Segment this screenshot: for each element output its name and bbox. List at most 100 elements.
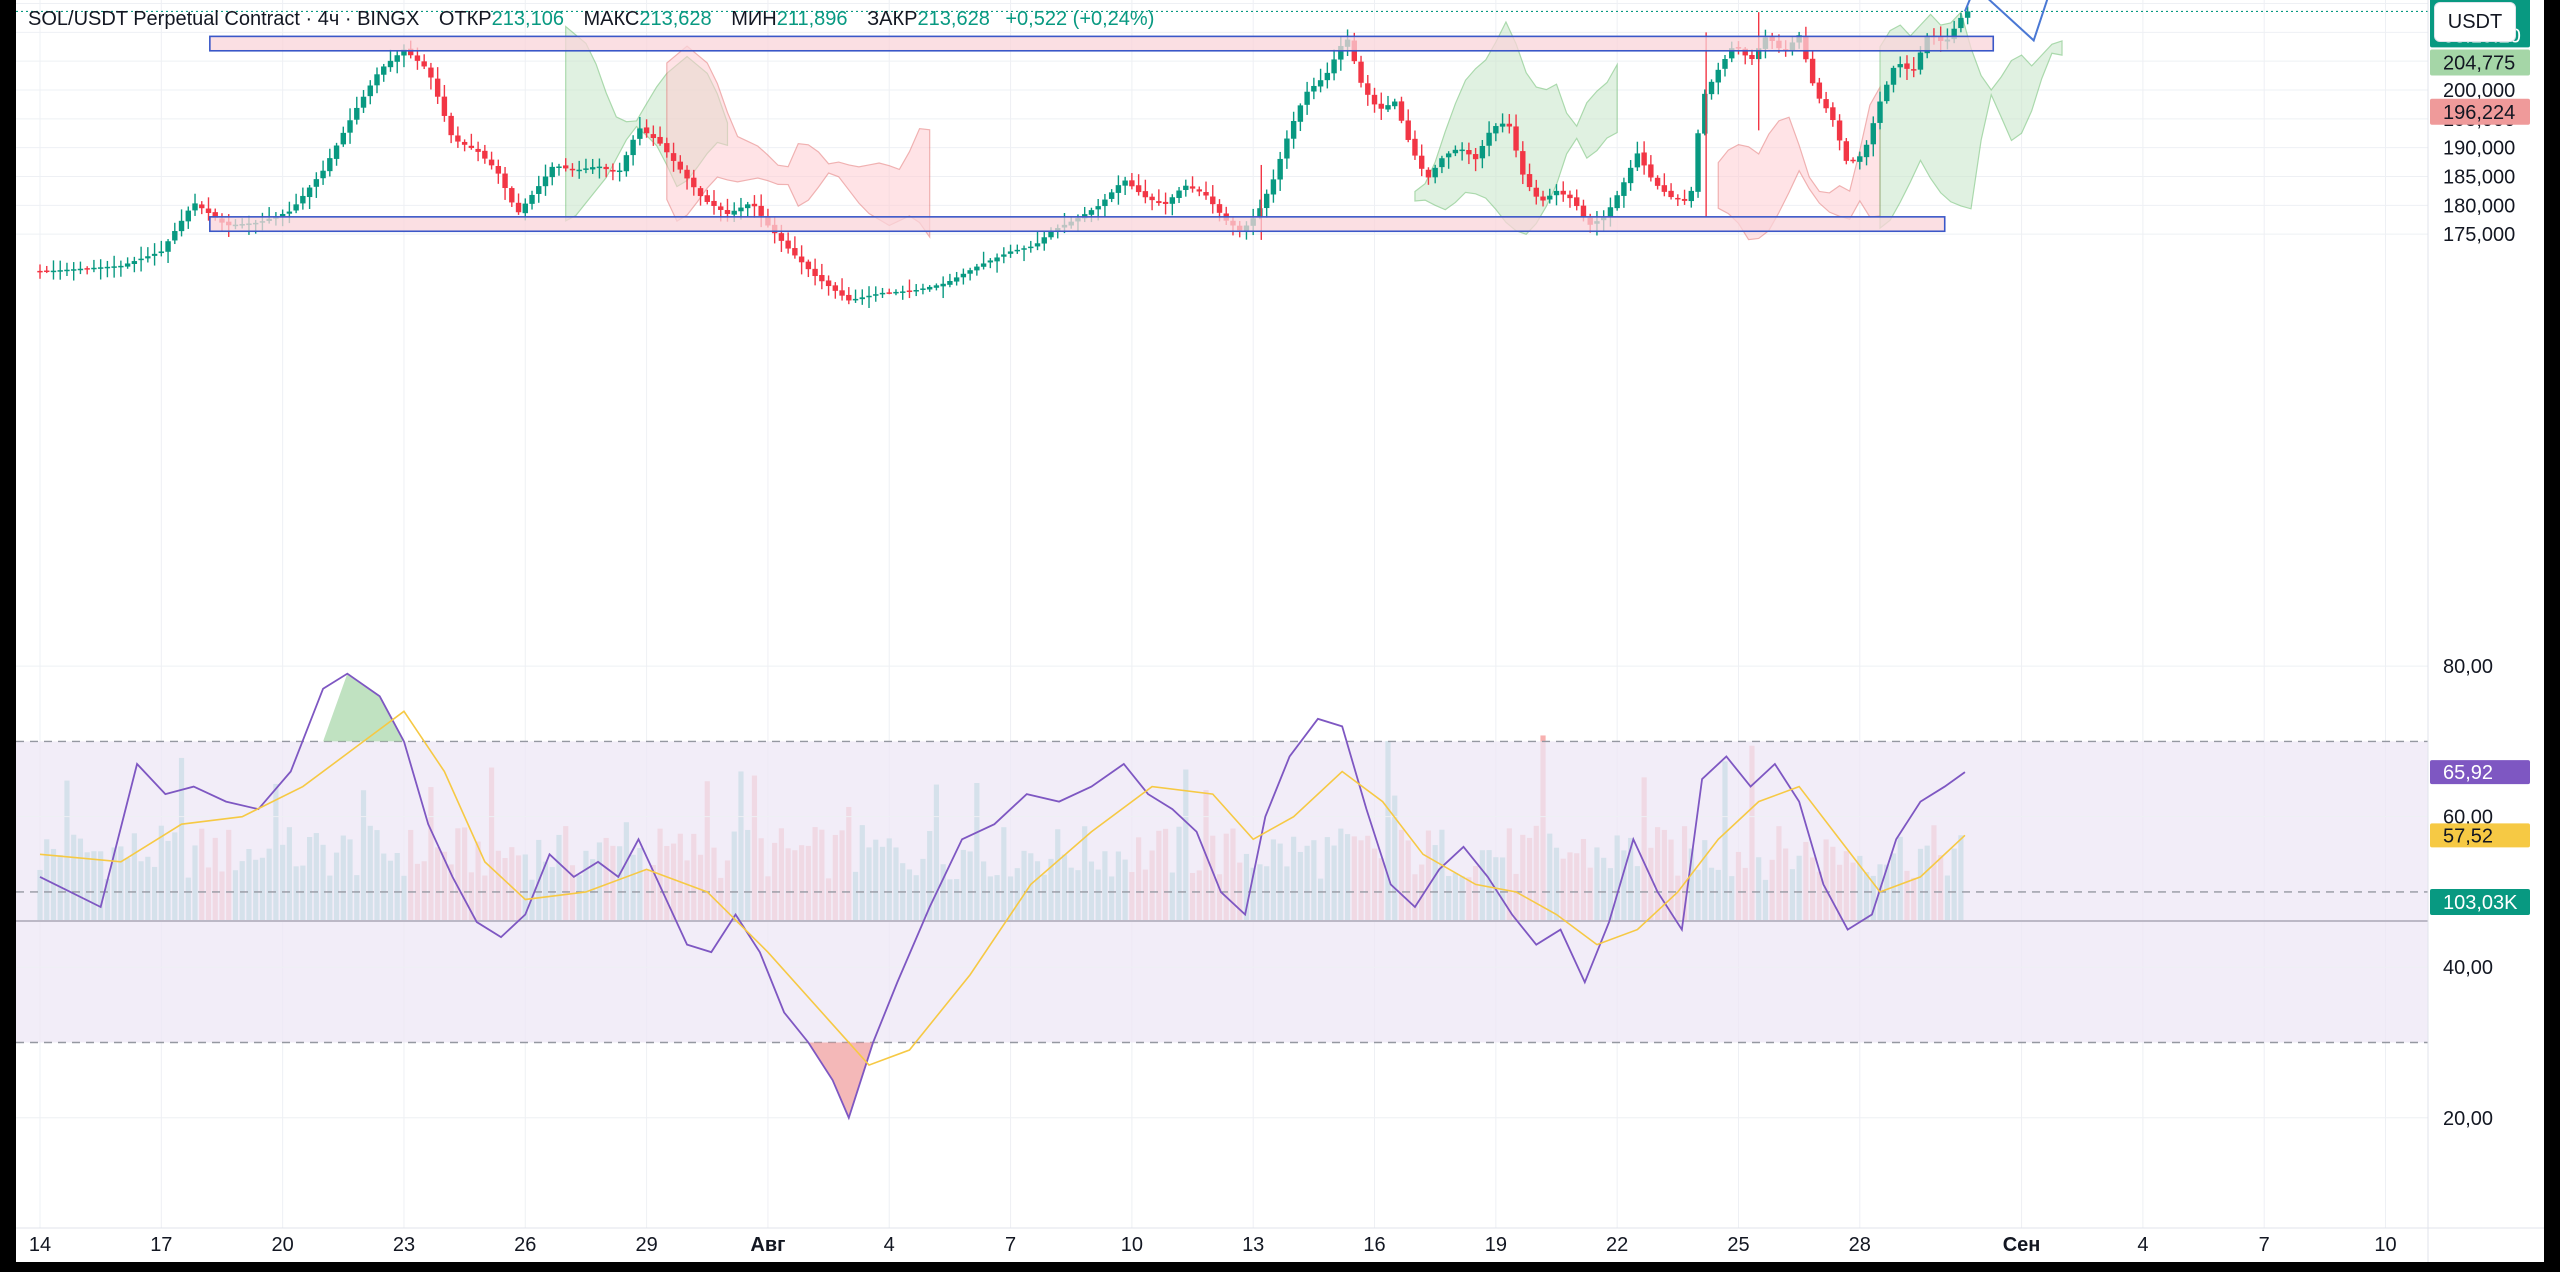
candle-body — [1203, 192, 1209, 196]
candle-body — [731, 210, 737, 215]
candle-body — [1439, 158, 1445, 168]
candle-body — [859, 297, 865, 300]
candle-body — [1257, 208, 1263, 218]
candle-body — [1365, 83, 1371, 95]
candle-body — [327, 158, 333, 172]
candle-body — [1459, 149, 1465, 152]
candle-body — [670, 153, 677, 161]
candle-body — [1088, 210, 1095, 215]
candle-body — [1102, 199, 1108, 207]
candle-body — [758, 205, 764, 216]
candle-body — [1472, 154, 1479, 160]
candle-body — [1627, 167, 1634, 184]
candle-body — [71, 269, 77, 271]
candle-body — [556, 166, 562, 168]
time-axis-bg — [16, 1228, 2544, 1262]
candle-body — [118, 265, 124, 268]
candle-body — [866, 295, 872, 298]
candle-body — [1634, 153, 1641, 168]
candle-body — [286, 211, 293, 214]
candle-body — [1526, 174, 1533, 188]
time-tick-label: 29 — [635, 1234, 657, 1256]
candle-body — [1284, 138, 1290, 159]
candle-body — [697, 188, 704, 197]
candle-body — [1816, 82, 1823, 99]
candle-body — [1830, 107, 1836, 121]
candle-body — [1183, 185, 1189, 191]
candle-body — [1479, 145, 1486, 159]
candle-body — [1021, 248, 1027, 250]
candle-body — [785, 240, 791, 249]
support-resistance-zone-2 — [209, 216, 1946, 233]
rsi-ma-line — [39, 710, 1966, 1067]
candle-body — [1041, 237, 1047, 244]
forecast-path — [1964, 0, 2049, 43]
price-axis-bg — [2428, 0, 2544, 1262]
candle-body — [165, 241, 171, 252]
candle-body — [792, 248, 798, 256]
time-tick-label: 7 — [2259, 1234, 2270, 1256]
time-tick-label: Авг — [750, 1234, 785, 1256]
change-value: +0,522 (+0,24%) — [1005, 8, 1155, 30]
rsi-tick-label: 40,00 — [2443, 957, 2493, 979]
candle-body — [461, 141, 468, 145]
candle-body — [1580, 205, 1587, 217]
candle-body — [50, 270, 57, 273]
candle-body — [947, 280, 953, 285]
candle-body — [495, 165, 502, 174]
candle-body — [37, 270, 43, 273]
candle-body — [623, 155, 630, 172]
candle-body — [522, 203, 528, 214]
candle-body — [684, 169, 690, 179]
candle-body — [953, 277, 960, 282]
candle-body — [488, 159, 495, 166]
time-tick-label: Сен — [2003, 1234, 2041, 1256]
candle-body — [77, 268, 84, 271]
candle-body — [468, 145, 475, 148]
candle-body — [1196, 189, 1202, 192]
candle-body — [1661, 185, 1668, 192]
volume-tag-bg — [2430, 889, 2530, 915]
indicator-tag-1: 204,775 — [2443, 52, 2515, 74]
time-tick-label: 10 — [2374, 1234, 2396, 1256]
candle-body — [1904, 63, 1910, 69]
time-tick-label: 4 — [2137, 1234, 2148, 1256]
candle-body — [913, 290, 919, 292]
candle-body — [1378, 103, 1384, 109]
candle-body — [1675, 197, 1681, 200]
candle-body — [691, 177, 697, 188]
candle-body — [434, 78, 441, 97]
candle-body — [926, 286, 933, 290]
candle-body — [616, 170, 623, 173]
candle-body — [1506, 123, 1513, 127]
price-axis: 175,000180,000185,000190,000195,000200,0… — [2427, 0, 2544, 1262]
candle-body — [455, 135, 461, 142]
candle-body — [1371, 94, 1378, 105]
candle-body — [1722, 59, 1728, 69]
price-tick-label: 185,000 — [2443, 166, 2515, 188]
rsi-tag-2: 57,52 — [2443, 825, 2493, 847]
candle-body — [131, 261, 138, 264]
candle-body — [778, 233, 785, 241]
candle-body — [1115, 185, 1122, 193]
candle-body — [596, 166, 603, 169]
candle-body — [1290, 120, 1297, 139]
candle-body — [1189, 186, 1196, 189]
candle-body — [124, 263, 131, 267]
candle-body — [205, 208, 212, 214]
candle-body — [333, 145, 340, 159]
candle-body — [401, 49, 407, 56]
rsi-oversold-fill — [808, 1042, 874, 1118]
currency-button[interactable]: USDT — [2434, 2, 2516, 42]
symbol-title: SOL/USDT Perpetual Contract · 4ч · BINGX — [28, 8, 420, 30]
candle-body — [151, 253, 158, 256]
candle-body — [1358, 61, 1364, 83]
candle-body — [84, 268, 90, 270]
candle-body — [1897, 64, 1903, 68]
low-value: 211,896 — [776, 8, 848, 30]
candle-body — [798, 256, 805, 263]
candle-body — [1648, 164, 1654, 178]
candle-body — [306, 187, 313, 198]
